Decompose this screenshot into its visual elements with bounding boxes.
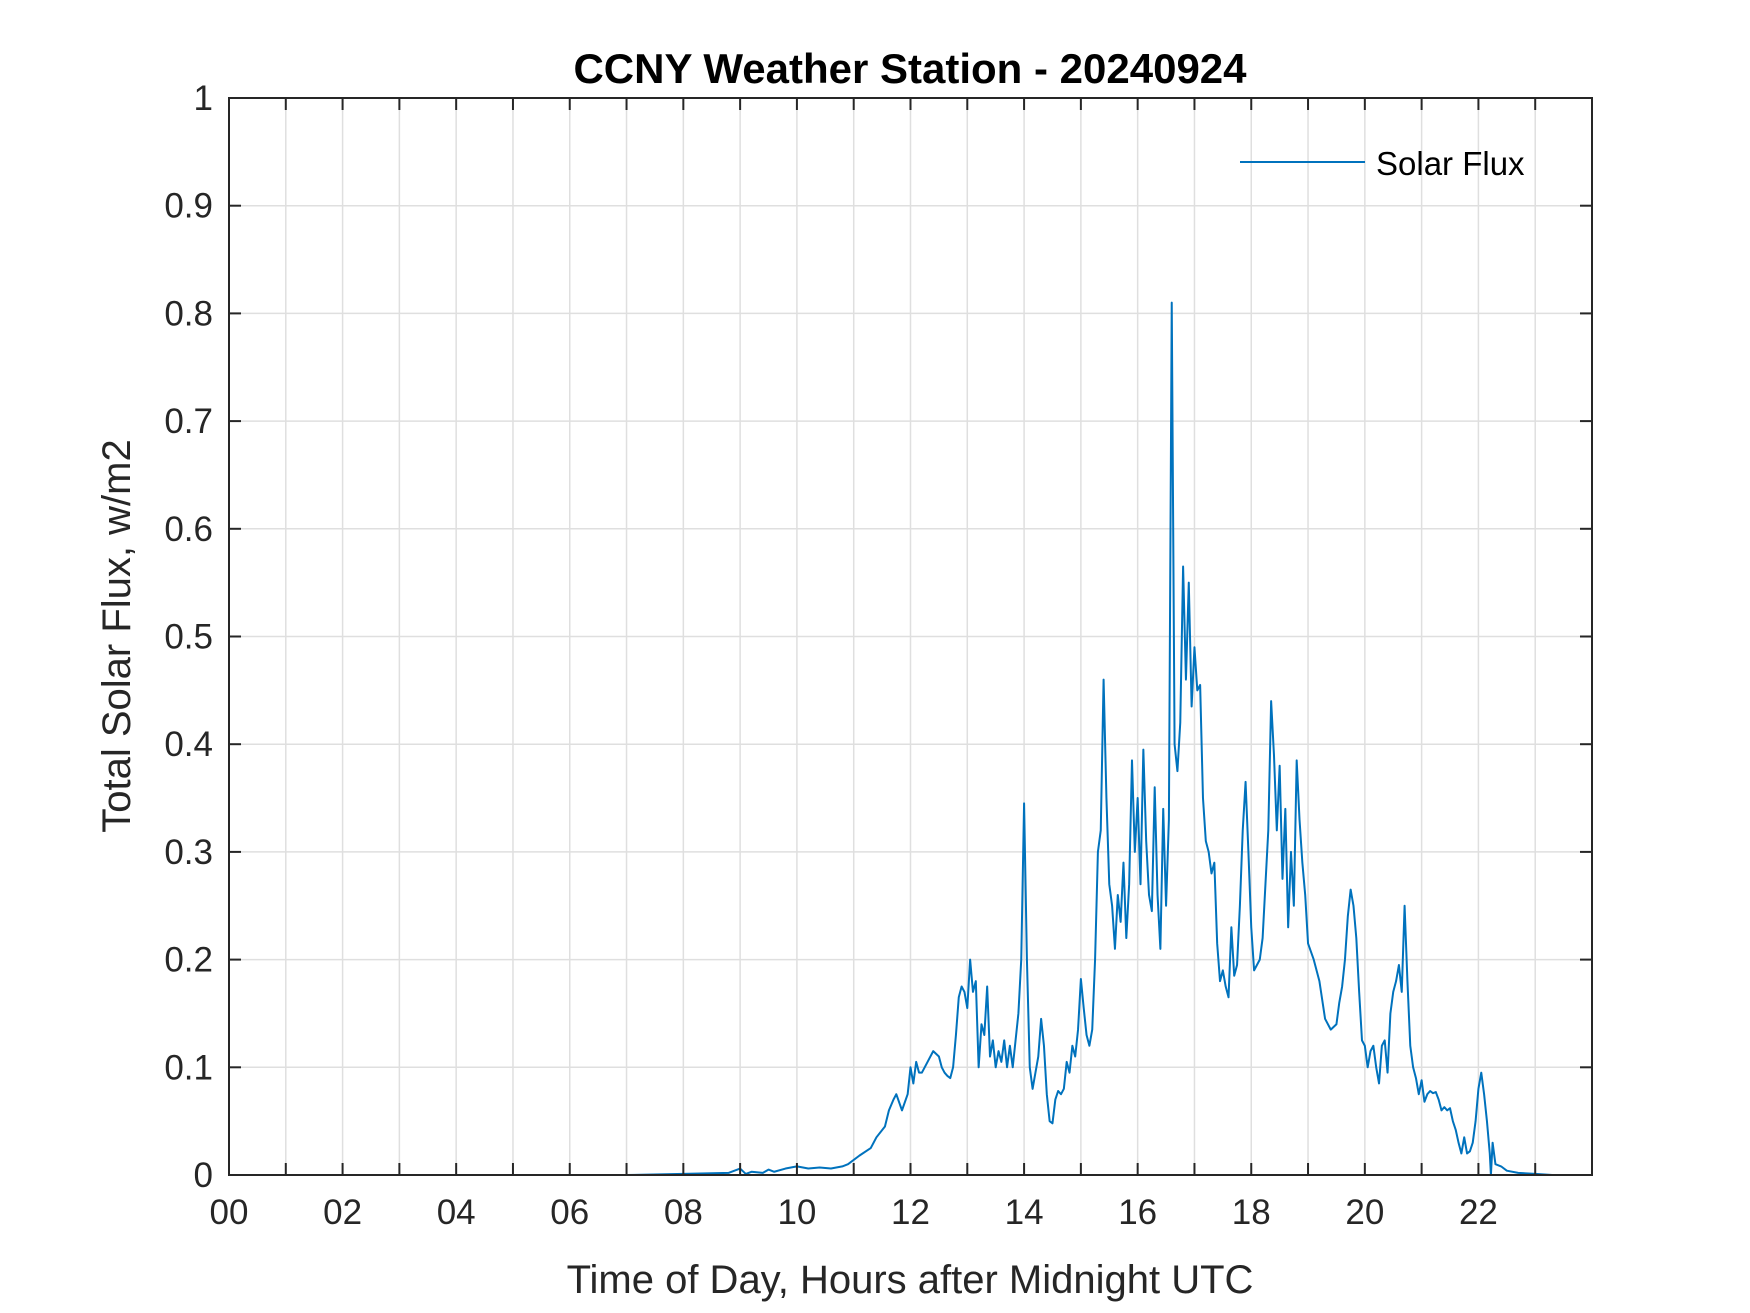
x-tick-label: 16 (1118, 1193, 1157, 1232)
y-tick-label: 0 (194, 1156, 213, 1195)
y-tick-label: 0.8 (164, 294, 213, 333)
y-tick-label: 0.7 (164, 402, 213, 441)
x-tick-label: 20 (1345, 1193, 1384, 1232)
x-tick-label: 04 (437, 1193, 476, 1232)
series-line-solar-flux (229, 301, 1592, 1176)
x-tick-label: 00 (210, 1193, 249, 1232)
y-tick-label: 0.9 (164, 187, 213, 226)
legend-label-solar-flux: Solar Flux (1376, 145, 1525, 182)
y-tick-labels: 0 0.1 0.2 0.3 0.4 0.5 0.6 0.7 0.8 0.9 1 (164, 79, 213, 1195)
y-tick-label: 0.2 (164, 941, 213, 980)
x-tick-label: 22 (1459, 1193, 1498, 1232)
x-tick-label: 14 (1005, 1193, 1044, 1232)
x-tick-label: 08 (664, 1193, 703, 1232)
x-tick-label: 10 (777, 1193, 816, 1232)
y-tick-label: 0.3 (164, 833, 213, 872)
legend: Solar Flux (1240, 145, 1525, 182)
y-tick-label: 0.4 (164, 725, 213, 764)
x-tick-label: 02 (323, 1193, 362, 1232)
y-tick-label: 0.6 (164, 510, 213, 549)
x-tick-label: 06 (550, 1193, 589, 1232)
grid-lines (229, 98, 1592, 1175)
x-tick-label: 18 (1232, 1193, 1271, 1232)
series-layer (229, 301, 1592, 1176)
y-axis-label: Total Solar Flux, w/m2 (95, 439, 139, 832)
chart-title: CCNY Weather Station - 20240924 (573, 45, 1247, 92)
y-tick-label: 0.1 (164, 1048, 213, 1087)
x-tick-label: 12 (891, 1193, 930, 1232)
y-tick-label: 1 (194, 79, 213, 118)
x-tick-labels: 00 02 04 06 08 10 12 14 16 18 20 22 (210, 1193, 1498, 1232)
tick-marks (228, 97, 1593, 1176)
y-tick-label: 0.5 (164, 618, 213, 657)
x-axis-label: Time of Day, Hours after Midnight UTC (567, 1258, 1254, 1302)
